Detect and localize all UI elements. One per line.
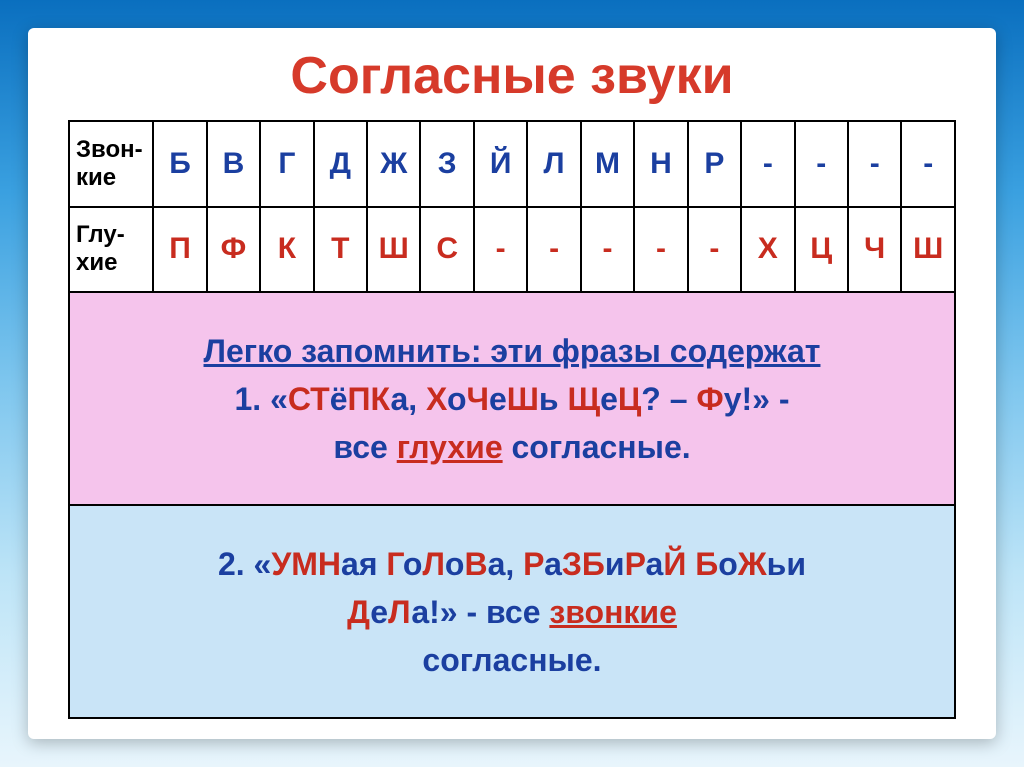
letter-cell: Ж	[367, 121, 420, 207]
letter-cell: Т	[314, 207, 367, 293]
letter-cell: К	[260, 207, 313, 293]
letter-cell: -	[581, 207, 634, 293]
letter-cell: -	[795, 121, 848, 207]
mnemonic-voiced: 2. «УМНая ГоЛоВа, РаЗБиРаЙ БоЖьиДеЛа!» -…	[69, 505, 955, 718]
letter-cell: -	[634, 207, 687, 293]
letter-cell: Г	[260, 121, 313, 207]
mnemonic-pink-row: Легко запомнить: эти фразы содержат1. «С…	[69, 292, 955, 505]
mnemonic-voiceless: Легко запомнить: эти фразы содержат1. «С…	[69, 292, 955, 505]
mnemonic-blue-row: 2. «УМНая ГоЛоВа, РаЗБиРаЙ БоЖьиДеЛа!» -…	[69, 505, 955, 718]
letter-cell: Ц	[795, 207, 848, 293]
letter-cell: -	[527, 207, 580, 293]
letter-cell: Ч	[848, 207, 901, 293]
row-label-voiceless: Глу-хие	[69, 207, 153, 293]
slide-card: Согласные звуки Звон-киеБВГДЖЗЙЛМНР----Г…	[28, 28, 996, 739]
table-row: Глу-хиеПФКТШС-----ХЦЧШ	[69, 207, 955, 293]
letter-cell: Б	[153, 121, 206, 207]
consonant-table: Звон-киеБВГДЖЗЙЛМНР----Глу-хиеПФКТШС----…	[68, 120, 956, 719]
letter-cell: З	[420, 121, 473, 207]
letter-cell: В	[207, 121, 260, 207]
letter-cell: Н	[634, 121, 687, 207]
letter-cell: П	[153, 207, 206, 293]
letter-cell: Р	[688, 121, 741, 207]
letter-cell: Й	[474, 121, 527, 207]
letter-cell: -	[901, 121, 955, 207]
letter-cell: -	[848, 121, 901, 207]
letter-cell: Ш	[367, 207, 420, 293]
letter-cell: Ш	[901, 207, 955, 293]
letter-cell: Х	[741, 207, 794, 293]
row-label-voiced: Звон-кие	[69, 121, 153, 207]
letter-cell: Ф	[207, 207, 260, 293]
letter-cell: -	[688, 207, 741, 293]
letter-cell: С	[420, 207, 473, 293]
letter-cell: -	[474, 207, 527, 293]
letter-cell: Д	[314, 121, 367, 207]
letter-cell: Л	[527, 121, 580, 207]
letter-cell: М	[581, 121, 634, 207]
slide-title: Согласные звуки	[68, 46, 956, 106]
letter-cell: -	[741, 121, 794, 207]
table-body: Звон-киеБВГДЖЗЙЛМНР----Глу-хиеПФКТШС----…	[69, 121, 955, 718]
table-row: Звон-киеБВГДЖЗЙЛМНР----	[69, 121, 955, 207]
